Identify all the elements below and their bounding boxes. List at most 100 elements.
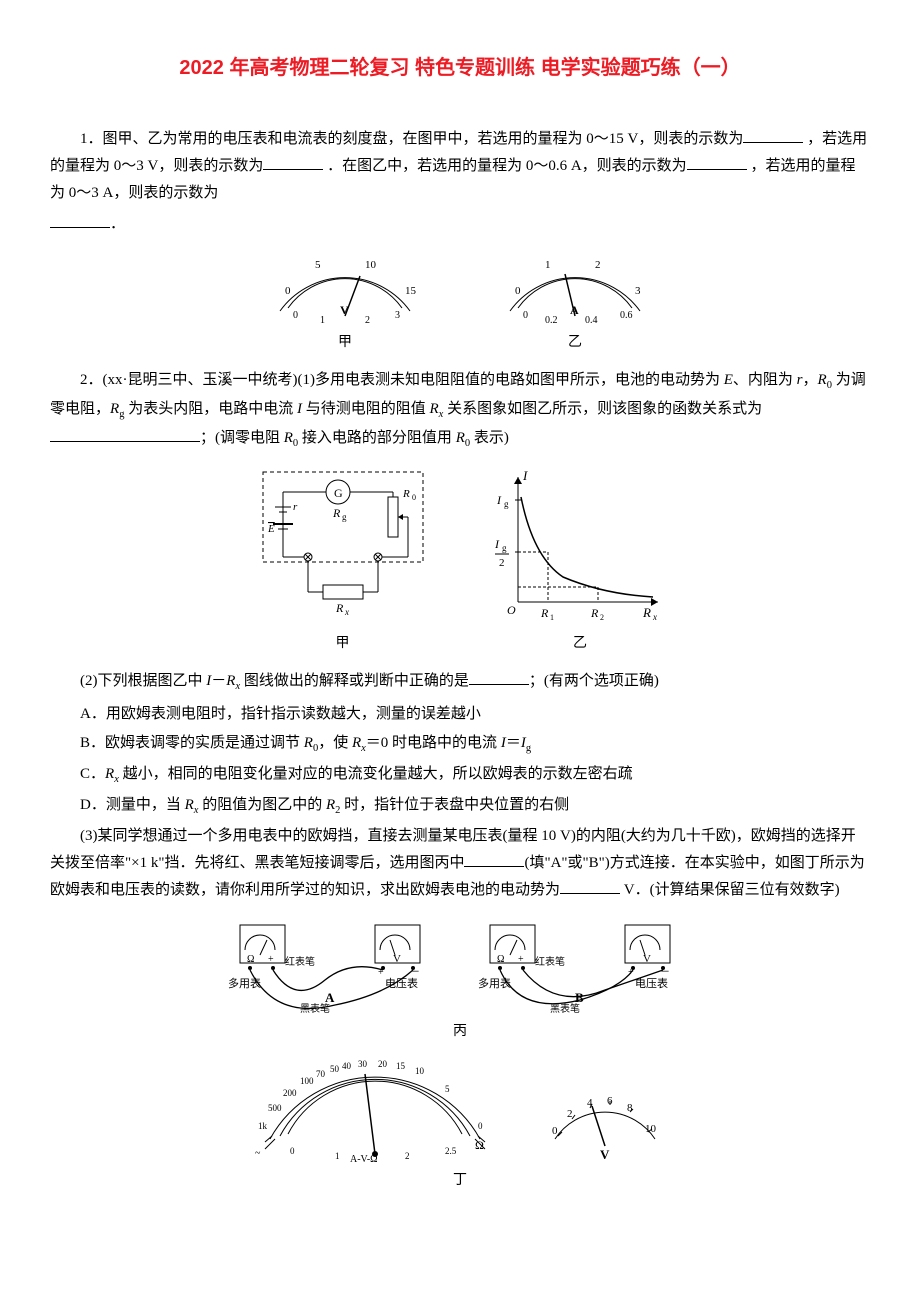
sym: R bbox=[304, 735, 313, 751]
svg-text:2: 2 bbox=[365, 315, 370, 326]
q2-figure-row: G R g r E R bbox=[50, 462, 870, 656]
svg-text:1: 1 bbox=[335, 1151, 340, 1161]
blank bbox=[464, 851, 524, 867]
svg-text:0: 0 bbox=[552, 1125, 558, 1137]
figure-ding: 1k 500 200 100 70 50 40 30 20 15 10 5 0 … bbox=[50, 1054, 870, 1193]
t: 与待测电阻的阻值 bbox=[302, 401, 430, 417]
voltmeter-dial: 0 5 10 15 0 1 2 3 V bbox=[260, 246, 430, 326]
svg-text:20: 20 bbox=[378, 1059, 388, 1069]
svg-text:R: R bbox=[642, 605, 651, 620]
svg-text:0: 0 bbox=[478, 1121, 483, 1131]
t: C． bbox=[80, 766, 105, 782]
svg-text:15: 15 bbox=[405, 285, 417, 297]
svg-text:500: 500 bbox=[268, 1103, 282, 1113]
svg-text:O: O bbox=[507, 603, 516, 617]
svg-text:R: R bbox=[540, 606, 549, 620]
t: 为表头内阻，电路中电流 bbox=[124, 401, 297, 417]
q2-part3: (3)某同学想通过一个多用电表中的欧姆挡，直接去测量某电压表(量程 10 V)的… bbox=[50, 823, 870, 904]
t: ＝ bbox=[506, 735, 521, 751]
i-rx-graph: I R x O I g I g 2 R bbox=[493, 462, 668, 627]
svg-text:x: x bbox=[652, 612, 657, 622]
t: ；(调零电阻 bbox=[200, 430, 284, 446]
svg-text:A-V-Ω: A-V-Ω bbox=[350, 1154, 378, 1164]
svg-text:5: 5 bbox=[315, 259, 321, 271]
svg-text:15: 15 bbox=[396, 1061, 406, 1071]
svg-text:I: I bbox=[496, 493, 502, 507]
t: 时，指针位于表盘中央位置的右侧 bbox=[340, 797, 569, 813]
t: (2)下列根据图乙中 bbox=[80, 673, 206, 689]
svg-text:200: 200 bbox=[283, 1088, 297, 1098]
svg-text:100: 100 bbox=[300, 1076, 314, 1086]
fig-bing-label: 丙 bbox=[453, 1019, 467, 1044]
t: B．欧姆表调零的实质是通过调节 bbox=[80, 735, 304, 751]
t: ＝0 时电路中的电流 bbox=[366, 735, 501, 751]
G: G bbox=[334, 486, 343, 500]
svg-text:8: 8 bbox=[627, 1102, 633, 1114]
svg-text:多用表: 多用表 bbox=[478, 976, 511, 990]
fig-ding-label: 丁 bbox=[453, 1168, 467, 1193]
svg-text:40: 40 bbox=[342, 1061, 352, 1071]
sym-Rg: R bbox=[110, 401, 119, 417]
fig-jia-label-2: 甲 bbox=[336, 631, 350, 656]
t: 关系图象如图乙所示，则该图象的函数关系式为 bbox=[443, 401, 762, 417]
svg-text:0.2: 0.2 bbox=[545, 315, 558, 326]
ammeter-dial: 0 1 2 3 0 0.2 0.4 0.6 A bbox=[490, 246, 660, 326]
svg-text:+: + bbox=[268, 954, 274, 965]
svg-text:r: r bbox=[293, 501, 298, 513]
blank bbox=[743, 127, 803, 143]
t: － bbox=[211, 673, 226, 689]
svg-text:R: R bbox=[590, 606, 599, 620]
svg-text:1k: 1k bbox=[258, 1121, 268, 1131]
svg-text:I: I bbox=[522, 468, 528, 483]
svg-text:1: 1 bbox=[320, 315, 325, 326]
svg-text:g: g bbox=[504, 499, 509, 509]
svg-text:E: E bbox=[267, 523, 275, 535]
svg-text:V: V bbox=[643, 953, 651, 965]
svg-text:V: V bbox=[600, 1147, 610, 1162]
t: 的阻值为图乙中的 bbox=[198, 797, 326, 813]
svg-text:红表笔: 红表笔 bbox=[285, 955, 315, 968]
svg-text:0: 0 bbox=[293, 310, 298, 321]
option-d: D．测量中，当 Rx 的阻值为图乙中的 R2 时，指针位于表盘中央位置的右侧 bbox=[50, 792, 870, 821]
svg-text:1: 1 bbox=[550, 613, 554, 622]
blank bbox=[560, 878, 620, 894]
q1-c: ．在图乙中，若选用的量程为 0～0.6 A，则表的示数为 bbox=[327, 158, 687, 174]
t: 接入电路的部分阻值用 bbox=[298, 430, 456, 446]
svg-text:R: R bbox=[335, 601, 344, 615]
svg-text:R: R bbox=[402, 488, 410, 500]
svg-text:红表笔: 红表笔 bbox=[535, 955, 565, 968]
fig-yi-label-2: 乙 bbox=[573, 631, 587, 656]
svg-text:3: 3 bbox=[395, 310, 400, 321]
svg-text:10: 10 bbox=[415, 1066, 425, 1076]
sym: R bbox=[105, 766, 114, 782]
blank bbox=[687, 154, 747, 170]
t: 表示) bbox=[470, 430, 509, 446]
sym-E: E bbox=[724, 372, 733, 388]
svg-text:电压表: 电压表 bbox=[385, 976, 418, 990]
svg-text:2.5: 2.5 bbox=[445, 1146, 457, 1156]
fig-jia-label: 甲 bbox=[338, 330, 352, 355]
svg-text:R: R bbox=[332, 506, 341, 520]
svg-text:A: A bbox=[325, 990, 335, 1005]
svg-text:0: 0 bbox=[515, 285, 521, 297]
q1-e: ． bbox=[110, 216, 125, 232]
t: ，使 bbox=[318, 735, 352, 751]
svg-text:x: x bbox=[344, 607, 349, 617]
blank bbox=[263, 154, 323, 170]
svg-text:g: g bbox=[502, 543, 507, 553]
fig-yi-label: 乙 bbox=[568, 330, 582, 355]
blank bbox=[469, 669, 529, 685]
t: 图线做出的解释或判断中正确的是 bbox=[240, 673, 469, 689]
t: 、内阻为 bbox=[733, 372, 797, 388]
t: 2．(xx·昆明三中、玉溪一中统考)(1)多用电表测未知电阻阻值的电路如图甲所示… bbox=[80, 372, 724, 388]
voltmeter-dial-small: 0 2 4 6 8 10 V bbox=[540, 1084, 670, 1164]
svg-text:~: ~ bbox=[255, 1148, 261, 1159]
svg-text:0.6: 0.6 bbox=[620, 310, 633, 321]
svg-text:0: 0 bbox=[412, 493, 416, 502]
t: 越小，相同的电阻变化量对应的电流变化量越大，所以欧姆表的示数左密右疏 bbox=[119, 766, 633, 782]
svg-text:2: 2 bbox=[405, 1151, 410, 1161]
sym: R bbox=[185, 797, 194, 813]
svg-text:g: g bbox=[342, 512, 347, 522]
svg-text:I: I bbox=[494, 537, 500, 551]
svg-text:30: 30 bbox=[358, 1059, 368, 1069]
